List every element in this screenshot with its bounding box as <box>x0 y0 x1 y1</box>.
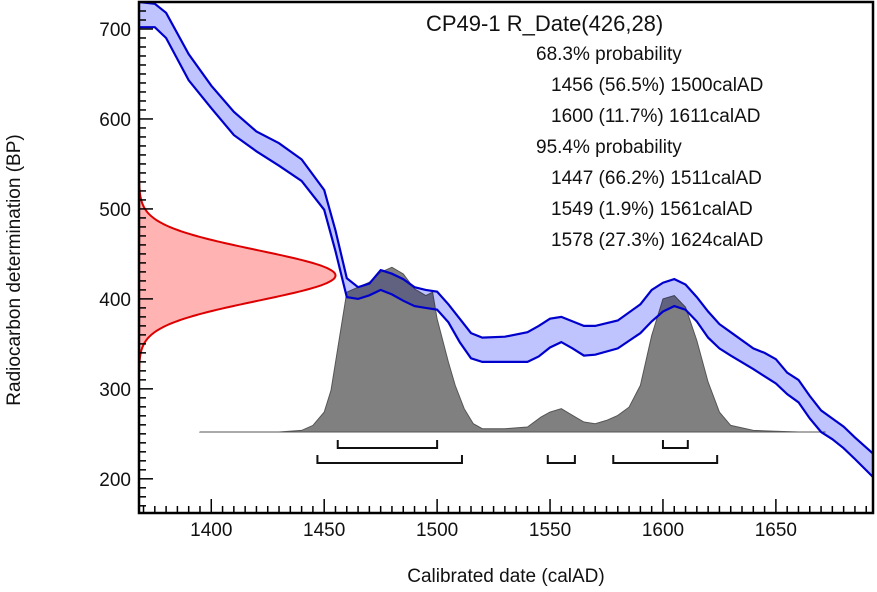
calibration-upper-line <box>139 2 873 455</box>
range-95-bracket <box>546 455 576 464</box>
measurement-curve <box>139 2 337 513</box>
y-tick-label: 400 <box>99 290 131 311</box>
chart-title: CP49-1 R_Date(426,28) <box>426 11 663 36</box>
axes: 1400 1450 1500 1550 1600 1650 200 300 400 500 600 7… <box>99 1 867 541</box>
range-annotation: 1578 (27.3%) 1624calAD <box>551 230 763 251</box>
plot-frame <box>137 0 875 515</box>
calibration-lower-line <box>139 26 873 478</box>
range-annotation: 1549 (1.9%) 1561calAD <box>551 199 753 220</box>
probability-heading: 95.4% probability <box>536 137 682 158</box>
x-tick-label: 1600 <box>642 520 684 541</box>
range-95-bracket <box>612 455 719 464</box>
y-axis-label: Radiocarbon determination (BP) <box>4 134 25 405</box>
y-tick-label: 700 <box>99 20 131 41</box>
range-annotation: 1447 (66.2%) 1511calAD <box>551 168 762 189</box>
range-68-bracket <box>336 440 439 449</box>
x-tick-label: 1450 <box>303 520 345 541</box>
x-axis-label: Calibrated date (calAD) <box>407 566 604 587</box>
y-tick-label: 500 <box>99 200 131 221</box>
range-annotation: 1456 (56.5%) 1500calAD <box>551 75 763 96</box>
y-tick-label: 600 <box>99 110 131 131</box>
range-68-bracket <box>661 440 689 449</box>
plot-area <box>139 2 873 513</box>
y-tick-label: 200 <box>99 470 131 491</box>
x-tick-label: 1500 <box>416 520 458 541</box>
range-brackets <box>316 440 719 464</box>
y-tick-label: 300 <box>99 380 131 401</box>
x-tick-label: 1400 <box>190 520 232 541</box>
x-tick-label: 1650 <box>755 520 797 541</box>
range-annotation: 1600 (11.7%) 1611calAD <box>551 106 760 127</box>
x-tick-label: 1550 <box>529 520 571 541</box>
probability-heading: 68.3% probability <box>536 44 682 65</box>
probability-annotations: 68.3% probability 1456 (56.5%) 1500calAD 1… <box>536 44 763 251</box>
measurement-fill <box>139 2 336 513</box>
range-95-bracket <box>316 455 463 464</box>
